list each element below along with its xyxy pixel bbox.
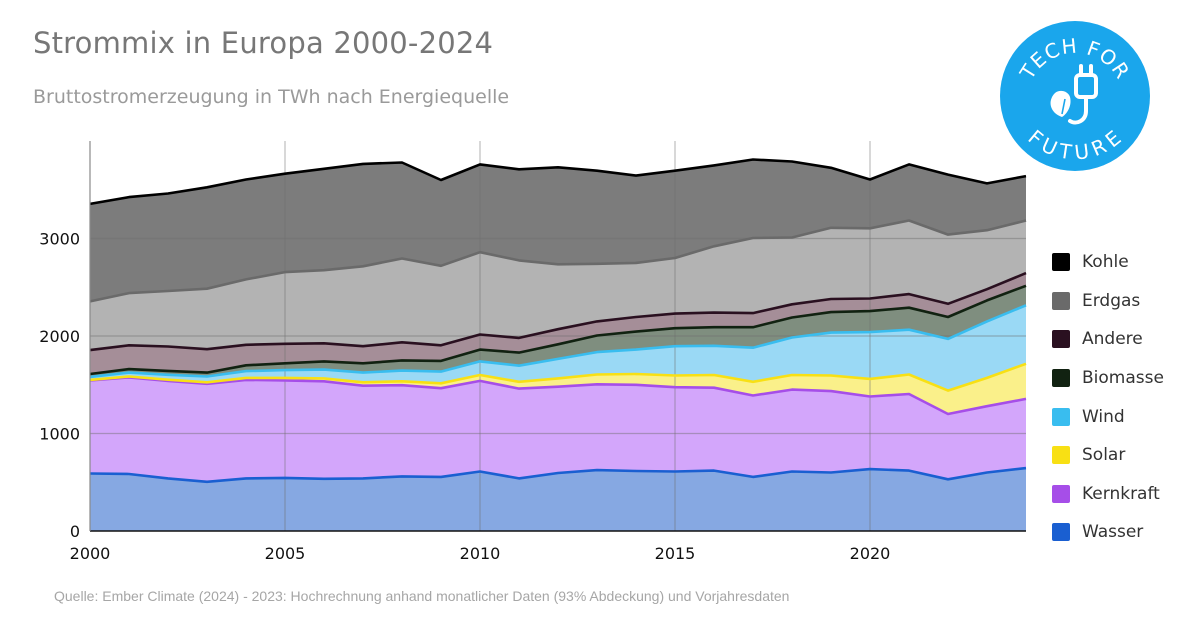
- logo-badge-icon: TECH FOR FUTURE: [1000, 21, 1150, 171]
- legend-swatch: [1052, 369, 1070, 388]
- area-kernkraft: [90, 377, 1026, 482]
- line-kohle: [89, 158, 1027, 206]
- line-erdgas: [89, 219, 1027, 303]
- area-andere: [90, 273, 1026, 374]
- y-tick-label: 3000: [39, 230, 80, 249]
- legend-swatch: [1052, 253, 1070, 272]
- x-tick-label: 2020: [850, 544, 891, 563]
- area-kohle: [90, 159, 1026, 302]
- x-tick-label: 2000: [70, 544, 111, 563]
- x-tick-label: 2005: [265, 544, 306, 563]
- legend-label: Andere: [1082, 329, 1143, 350]
- legend-item-solar: Solar: [1052, 436, 1164, 475]
- legend-swatch: [1052, 446, 1070, 465]
- legend-item-biomasse: Biomasse: [1052, 359, 1164, 398]
- chart-title: Strommix in Europa 2000-2024: [33, 26, 494, 60]
- legend-item-erdgas: Erdgas: [1052, 282, 1164, 321]
- legend-item-wind: Wind: [1052, 397, 1164, 436]
- legend-item-andere: Andere: [1052, 320, 1164, 359]
- legend-swatch: [1052, 330, 1070, 349]
- line-biomasse: [89, 284, 1027, 376]
- tick-labels: 0 1000 2000 3000 2000 2005 2010 2015 2020: [39, 230, 890, 564]
- y-tick-label: 1000: [39, 425, 80, 444]
- line-kernkraft: [89, 376, 1027, 416]
- legend-label: Solar: [1082, 445, 1126, 466]
- gridlines: [90, 141, 1026, 531]
- area-wasser: [90, 468, 1026, 531]
- legend-label: Wasser: [1082, 522, 1144, 543]
- line-andere: [89, 271, 1027, 352]
- legend-item-kohle: Kohle: [1052, 243, 1164, 282]
- x-tick-label: 2010: [460, 544, 501, 563]
- legend-swatch: [1052, 484, 1070, 503]
- legend-label: Erdgas: [1082, 290, 1141, 311]
- legend-label: Kernkraft: [1082, 483, 1160, 504]
- line-wasser: [89, 466, 1027, 484]
- legend-swatch: [1052, 291, 1070, 310]
- area-erdgas: [90, 220, 1026, 351]
- legend-swatch: [1052, 523, 1070, 542]
- legend-item-kernkraft: Kernkraft: [1052, 475, 1164, 514]
- legend-label: Wind: [1082, 406, 1125, 427]
- legend-item-wasser: Wasser: [1052, 513, 1164, 552]
- chart-subtitle: Bruttostromerzeugung in TWh nach Energie…: [33, 86, 510, 108]
- plug-leaf-icon: [1050, 64, 1098, 125]
- y-tick-label: 0: [70, 522, 80, 541]
- line-solar: [89, 362, 1027, 392]
- line-wind: [89, 304, 1027, 379]
- x-tick-label: 2015: [655, 544, 696, 563]
- legend-label: Kohle: [1082, 252, 1129, 273]
- chart-legend: Kohle Erdgas Andere Biomasse Wind Solar Kernkr…: [1052, 243, 1164, 552]
- area-wind: [90, 305, 1026, 391]
- legend-label: Biomasse: [1082, 368, 1164, 389]
- source-note: Quelle: Ember Climate (2024) - 2023: Hoc…: [54, 588, 790, 604]
- y-tick-label: 2000: [39, 327, 80, 346]
- axes: [89, 141, 1026, 532]
- tech-for-future-logo: TECH FOR FUTURE: [1000, 21, 1150, 171]
- area-layers: [90, 159, 1026, 531]
- area-solar: [90, 363, 1026, 414]
- series-lines: [89, 158, 1027, 484]
- legend-swatch: [1052, 407, 1070, 426]
